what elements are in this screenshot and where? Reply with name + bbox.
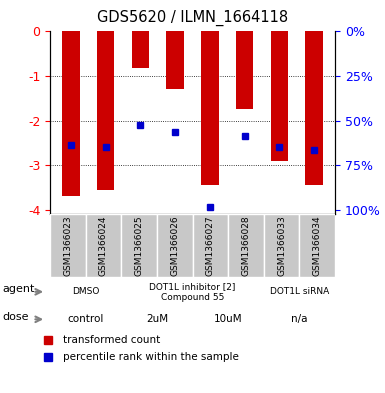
Text: DOT1L siRNA: DOT1L siRNA [270, 287, 329, 296]
Text: GDS5620 / ILMN_1664118: GDS5620 / ILMN_1664118 [97, 10, 288, 26]
Text: transformed count: transformed count [64, 336, 161, 345]
Bar [201, 31, 219, 185]
Bar [228, 214, 264, 277]
Text: control: control [67, 314, 104, 324]
Bar [305, 31, 323, 185]
Bar [300, 214, 335, 277]
Text: GSM1366028: GSM1366028 [241, 215, 250, 276]
Bar [62, 31, 80, 196]
Text: DMSO: DMSO [72, 287, 99, 296]
Text: 10uM: 10uM [214, 314, 243, 324]
Text: GSM1366026: GSM1366026 [170, 215, 179, 276]
Text: GSM1366023: GSM1366023 [64, 215, 72, 276]
Bar [132, 31, 149, 68]
Bar [50, 214, 85, 277]
Text: percentile rank within the sample: percentile rank within the sample [64, 352, 239, 362]
Bar [264, 214, 300, 277]
Bar [97, 31, 114, 190]
Text: GSM1366024: GSM1366024 [99, 215, 108, 276]
Bar [271, 31, 288, 161]
Bar [192, 214, 228, 277]
Bar [85, 214, 121, 277]
Bar [166, 31, 184, 89]
Bar [157, 214, 192, 277]
Text: 2uM: 2uM [146, 314, 168, 324]
Text: dose: dose [3, 312, 29, 322]
Text: agent: agent [3, 284, 35, 294]
Bar [236, 31, 253, 109]
Bar [121, 214, 157, 277]
Text: GSM1366027: GSM1366027 [206, 215, 215, 276]
Text: GSM1366033: GSM1366033 [277, 215, 286, 276]
Text: n/a: n/a [291, 314, 308, 324]
Text: GSM1366034: GSM1366034 [313, 215, 321, 276]
Text: GSM1366025: GSM1366025 [135, 215, 144, 276]
Text: DOT1L inhibitor [2]
Compound 55: DOT1L inhibitor [2] Compound 55 [149, 282, 236, 301]
